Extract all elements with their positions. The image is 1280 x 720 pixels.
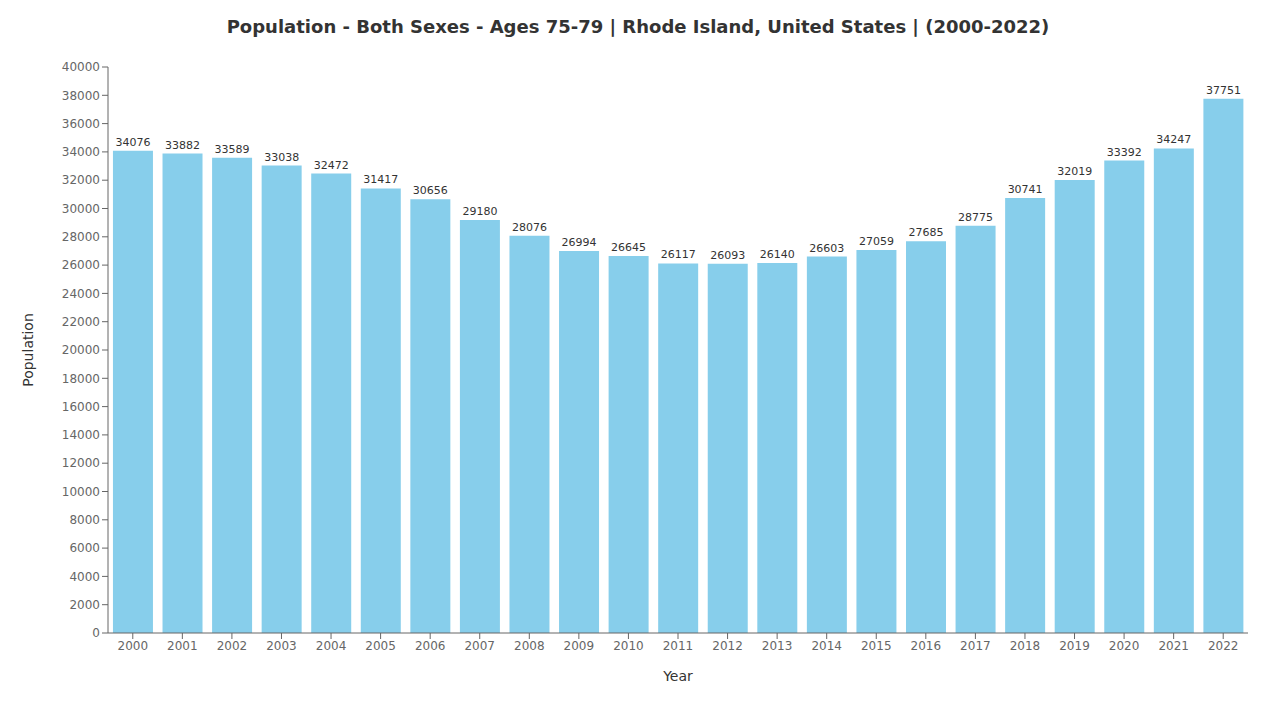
svg-text:30000: 30000	[62, 202, 100, 216]
svg-text:26603: 26603	[809, 242, 844, 255]
svg-text:10000: 10000	[62, 485, 100, 499]
svg-text:16000: 16000	[62, 400, 100, 414]
svg-text:2011: 2011	[663, 639, 694, 653]
svg-text:27685: 27685	[909, 226, 944, 239]
svg-text:26000: 26000	[62, 258, 100, 272]
svg-text:40000: 40000	[62, 60, 100, 74]
svg-text:2018: 2018	[1010, 639, 1041, 653]
svg-text:2015: 2015	[861, 639, 892, 653]
svg-text:26117: 26117	[661, 248, 696, 261]
svg-text:12000: 12000	[62, 456, 100, 470]
svg-text:2012: 2012	[712, 639, 743, 653]
svg-text:6000: 6000	[69, 541, 100, 555]
svg-text:2005: 2005	[365, 639, 396, 653]
svg-text:2000: 2000	[118, 639, 149, 653]
svg-text:37751: 37751	[1206, 84, 1241, 97]
svg-text:2004: 2004	[316, 639, 347, 653]
svg-text:34247: 34247	[1156, 133, 1191, 146]
svg-text:34076: 34076	[115, 136, 150, 149]
svg-text:2006: 2006	[415, 639, 446, 653]
svg-text:2000: 2000	[69, 598, 100, 612]
svg-text:38000: 38000	[62, 89, 100, 103]
svg-text:30741: 30741	[1008, 183, 1043, 196]
svg-text:27059: 27059	[859, 235, 894, 248]
svg-text:4000: 4000	[69, 570, 100, 584]
svg-text:18000: 18000	[62, 372, 100, 386]
svg-text:28000: 28000	[62, 230, 100, 244]
svg-text:2013: 2013	[762, 639, 793, 653]
svg-text:33392: 33392	[1107, 146, 1142, 159]
svg-text:26645: 26645	[611, 241, 646, 254]
svg-text:2010: 2010	[613, 639, 644, 653]
svg-text:29180: 29180	[462, 205, 497, 218]
svg-text:2007: 2007	[464, 639, 495, 653]
svg-text:2016: 2016	[911, 639, 942, 653]
svg-text:2003: 2003	[266, 639, 297, 653]
svg-text:8000: 8000	[69, 513, 100, 527]
svg-text:2020: 2020	[1109, 639, 1140, 653]
svg-text:33589: 33589	[215, 143, 250, 156]
svg-text:2002: 2002	[217, 639, 248, 653]
svg-text:2001: 2001	[167, 639, 198, 653]
svg-text:Year: Year	[662, 668, 693, 684]
svg-text:20000: 20000	[62, 343, 100, 357]
svg-text:34000: 34000	[62, 145, 100, 159]
svg-text:30656: 30656	[413, 184, 448, 197]
svg-text:33038: 33038	[264, 151, 299, 164]
svg-text:0: 0	[92, 626, 100, 640]
svg-text:2022: 2022	[1208, 639, 1239, 653]
svg-text:2008: 2008	[514, 639, 545, 653]
svg-text:28076: 28076	[512, 221, 547, 234]
svg-text:31417: 31417	[363, 173, 398, 186]
svg-text:Population: Population	[20, 313, 36, 387]
svg-text:24000: 24000	[62, 287, 100, 301]
svg-text:2017: 2017	[960, 639, 991, 653]
svg-text:2014: 2014	[811, 639, 842, 653]
html-text:Population - Both Sexes - Ages: Population - Both Sexes - Ages 75-79 | R…	[226, 16, 1050, 37]
svg-text:26994: 26994	[562, 236, 597, 249]
svg-text:32000: 32000	[62, 173, 100, 187]
svg-text:26093: 26093	[710, 249, 745, 262]
svg-text:33882: 33882	[165, 139, 200, 152]
svg-text:28775: 28775	[958, 211, 993, 224]
svg-text:2019: 2019	[1059, 639, 1090, 653]
svg-text:2021: 2021	[1158, 639, 1189, 653]
svg-text:26140: 26140	[760, 248, 795, 261]
svg-text:2009: 2009	[564, 639, 595, 653]
svg-text:22000: 22000	[62, 315, 100, 329]
svg-text:32019: 32019	[1057, 165, 1092, 178]
svg-text:32472: 32472	[314, 159, 349, 172]
svg-text:36000: 36000	[62, 117, 100, 131]
svg-text:14000: 14000	[62, 428, 100, 442]
